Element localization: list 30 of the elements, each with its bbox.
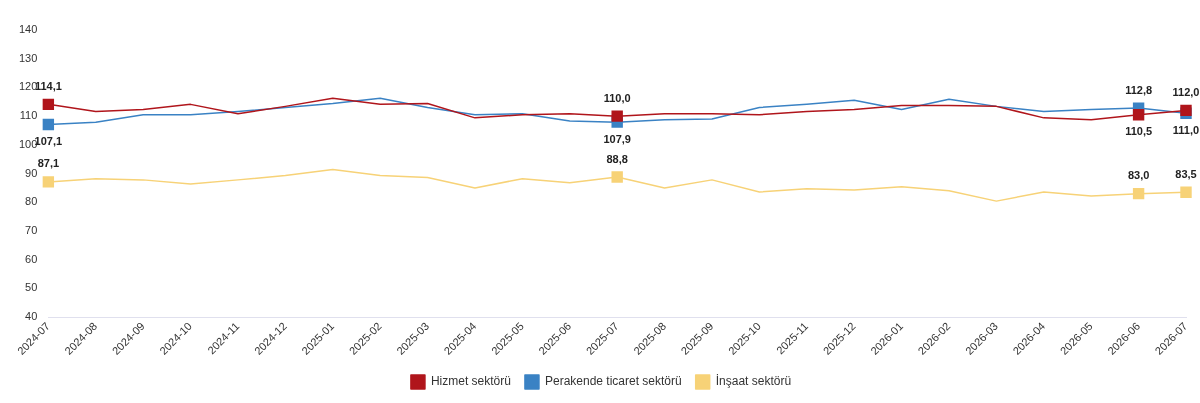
- data-label: 112,0: [1172, 85, 1200, 98]
- point: [1132, 187, 1145, 200]
- legend-label: Hizmet sektörü: [430, 374, 511, 389]
- y-tick-label: 80: [25, 195, 38, 208]
- y-tick-label: 130: [18, 51, 38, 64]
- data-label: 88,8: [606, 152, 628, 165]
- point: [611, 171, 623, 183]
- data-label: 83,0: [1127, 169, 1150, 182]
- y-tick-label: 40: [25, 310, 38, 323]
- data-label: 107,9: [603, 132, 631, 145]
- data-label: 110,5: [1125, 125, 1153, 138]
- y-tick-label: 60: [25, 252, 38, 265]
- point: [42, 176, 55, 188]
- point: [42, 118, 55, 131]
- y-tick-label: 140: [18, 23, 38, 36]
- data-label: 111,0: [1172, 123, 1200, 136]
- data-label: 110,0: [603, 91, 631, 104]
- data-label: 112,8: [1125, 83, 1153, 96]
- data-label: 87,1: [37, 157, 60, 170]
- point: [42, 98, 55, 111]
- point: [1132, 109, 1145, 121]
- y-tick-label: 70: [25, 224, 38, 237]
- data-label: 83,5: [1175, 167, 1197, 180]
- point: [611, 110, 623, 122]
- legend-label: İnşaat sektörü: [715, 374, 792, 389]
- y-tick-label: 50: [25, 281, 38, 294]
- point: [1180, 186, 1192, 198]
- y-tick-label: 90: [25, 166, 38, 179]
- y-tick-label: 110: [19, 109, 38, 122]
- legend-label: Perakende ticaret sektörü: [544, 374, 682, 389]
